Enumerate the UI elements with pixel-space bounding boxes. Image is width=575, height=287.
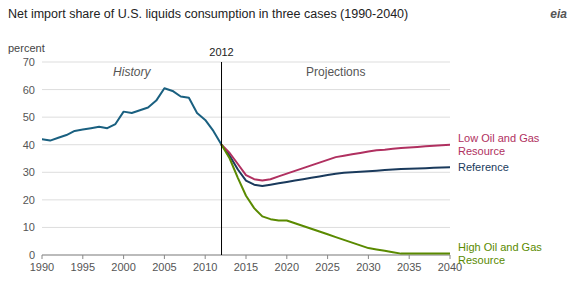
series-label: Reference — [458, 161, 509, 173]
series-label-line: High Oil and Gas — [458, 241, 542, 253]
annotation: History — [113, 65, 151, 79]
x-tick-label: 2030 — [356, 261, 380, 273]
x-tick-label: 2025 — [315, 261, 339, 273]
y-label: percent — [8, 42, 45, 54]
series-label: Low Oil and GasResource — [458, 132, 540, 157]
series-line — [42, 88, 222, 145]
y-tick-label: 10 — [23, 221, 35, 233]
series-label-line: Reference — [458, 161, 509, 173]
x-tick — [327, 255, 328, 259]
series-label-line: Low Oil and Gas — [458, 132, 540, 144]
x-tick-label: 1990 — [30, 261, 54, 273]
x-tick — [368, 255, 369, 259]
y-tick-label: 60 — [23, 84, 35, 96]
grid-line — [42, 62, 450, 63]
y-tick-label: 70 — [23, 56, 35, 68]
series-label: High Oil and GasResource — [458, 241, 542, 266]
y-tick-label: 20 — [23, 194, 35, 206]
grid-line — [42, 144, 450, 145]
divider-label: 2012 — [209, 46, 233, 58]
x-tick-label: 2035 — [397, 261, 421, 273]
x-tick — [164, 255, 165, 259]
y-tick-label: 0 — [29, 249, 35, 261]
y-tick-label: 40 — [23, 139, 35, 151]
y-tick-label: 30 — [23, 166, 35, 178]
grid-line — [42, 172, 450, 173]
annotation: eia — [550, 7, 567, 21]
title: Net import share of U.S. liquids consump… — [8, 7, 408, 21]
x-tick — [42, 255, 43, 259]
x-tick-label: 2000 — [111, 261, 135, 273]
x-tick — [123, 255, 124, 259]
grid-line — [42, 199, 450, 200]
x-tick-label: 2005 — [152, 261, 176, 273]
chart: Net import share of U.S. liquids consump… — [0, 0, 575, 287]
y-grid — [42, 62, 450, 255]
x-tick — [409, 255, 410, 259]
x-tick-label: 2010 — [193, 261, 217, 273]
x-tick — [246, 255, 247, 259]
x-tick — [286, 255, 287, 259]
y-tick-label: 50 — [23, 111, 35, 123]
series-line — [222, 145, 450, 181]
x-tick-label: 2015 — [234, 261, 258, 273]
series-label-line: Resource — [458, 254, 505, 266]
grid-line — [42, 117, 450, 118]
divider-line — [221, 62, 222, 255]
x-tick — [450, 255, 451, 259]
x-tick-label: 1995 — [71, 261, 95, 273]
series-line — [222, 145, 450, 254]
series-line — [222, 145, 450, 186]
lines — [42, 62, 450, 255]
x-tick — [205, 255, 206, 259]
annotation: Projections — [306, 65, 365, 79]
series-label-line: Resource — [458, 145, 505, 157]
x-tick — [82, 255, 83, 259]
grid-line — [42, 89, 450, 90]
x-tick-label: 2020 — [275, 261, 299, 273]
grid-line — [42, 227, 450, 228]
